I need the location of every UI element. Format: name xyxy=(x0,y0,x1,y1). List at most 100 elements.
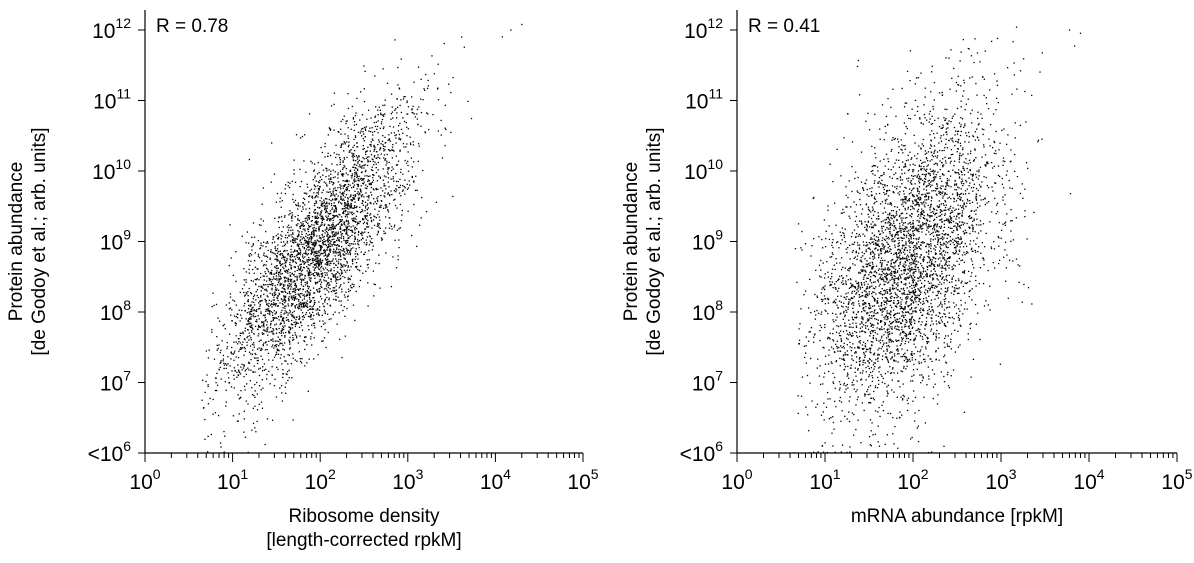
point xyxy=(406,100,408,102)
point xyxy=(347,277,349,279)
point xyxy=(359,220,361,223)
point xyxy=(370,219,373,222)
point xyxy=(299,168,301,171)
point xyxy=(344,180,346,182)
point xyxy=(921,336,923,338)
point xyxy=(897,141,900,143)
point xyxy=(933,228,936,230)
point xyxy=(832,445,834,447)
point xyxy=(261,369,264,372)
point xyxy=(261,407,264,409)
point xyxy=(263,275,265,277)
point xyxy=(868,307,870,309)
point xyxy=(874,433,876,435)
point xyxy=(933,133,935,135)
point xyxy=(322,189,324,191)
point xyxy=(397,160,400,162)
point xyxy=(1010,240,1012,243)
point xyxy=(313,184,316,186)
point xyxy=(318,228,320,230)
point xyxy=(339,268,342,271)
point xyxy=(260,311,262,313)
point xyxy=(326,256,328,258)
point xyxy=(944,290,947,293)
point xyxy=(346,239,348,242)
point xyxy=(944,346,946,348)
point xyxy=(340,173,343,175)
point xyxy=(331,208,333,211)
point xyxy=(894,215,896,217)
point xyxy=(977,232,980,234)
point xyxy=(315,200,317,202)
point xyxy=(904,334,906,337)
point xyxy=(277,250,280,253)
point xyxy=(281,328,283,330)
point xyxy=(954,289,956,291)
point xyxy=(869,384,872,387)
point xyxy=(942,230,945,232)
point xyxy=(823,402,825,404)
point xyxy=(278,226,280,229)
point xyxy=(334,199,336,201)
point xyxy=(862,318,864,321)
point xyxy=(338,258,340,261)
point xyxy=(926,229,928,231)
point xyxy=(884,219,886,221)
point xyxy=(346,120,348,122)
point xyxy=(957,330,959,333)
point xyxy=(269,273,271,275)
point xyxy=(289,263,291,266)
point xyxy=(923,211,925,214)
point xyxy=(302,279,305,281)
point xyxy=(305,303,307,305)
point xyxy=(361,208,363,211)
point xyxy=(304,256,306,258)
point xyxy=(870,315,873,317)
point xyxy=(285,305,287,307)
point xyxy=(929,209,931,211)
point xyxy=(244,302,246,305)
point xyxy=(313,296,315,299)
point xyxy=(955,287,957,289)
point xyxy=(852,249,854,252)
point xyxy=(315,265,318,267)
point xyxy=(957,212,959,215)
point xyxy=(340,255,342,257)
point xyxy=(337,223,340,225)
point xyxy=(834,451,836,453)
point xyxy=(887,331,889,333)
point xyxy=(370,169,373,171)
point xyxy=(858,358,861,360)
point xyxy=(305,245,308,247)
point xyxy=(353,212,355,215)
point xyxy=(321,230,324,232)
point xyxy=(350,243,353,245)
point xyxy=(252,243,255,245)
point xyxy=(321,275,324,277)
point xyxy=(297,245,300,248)
point xyxy=(331,260,334,262)
point xyxy=(354,232,356,235)
point xyxy=(295,241,297,244)
point xyxy=(229,296,232,298)
point xyxy=(244,310,246,312)
point xyxy=(270,263,273,265)
point xyxy=(348,213,350,215)
point xyxy=(247,335,249,338)
point xyxy=(883,248,885,250)
point xyxy=(271,293,273,295)
point xyxy=(887,243,889,245)
point xyxy=(294,297,297,299)
point xyxy=(850,349,852,352)
point xyxy=(250,292,253,295)
point xyxy=(287,288,289,290)
point xyxy=(373,203,375,205)
point xyxy=(873,305,876,307)
point xyxy=(805,352,807,354)
point xyxy=(283,313,285,315)
point xyxy=(948,281,951,283)
point xyxy=(374,161,376,163)
point xyxy=(369,130,372,133)
point xyxy=(243,365,245,367)
point xyxy=(370,143,372,146)
